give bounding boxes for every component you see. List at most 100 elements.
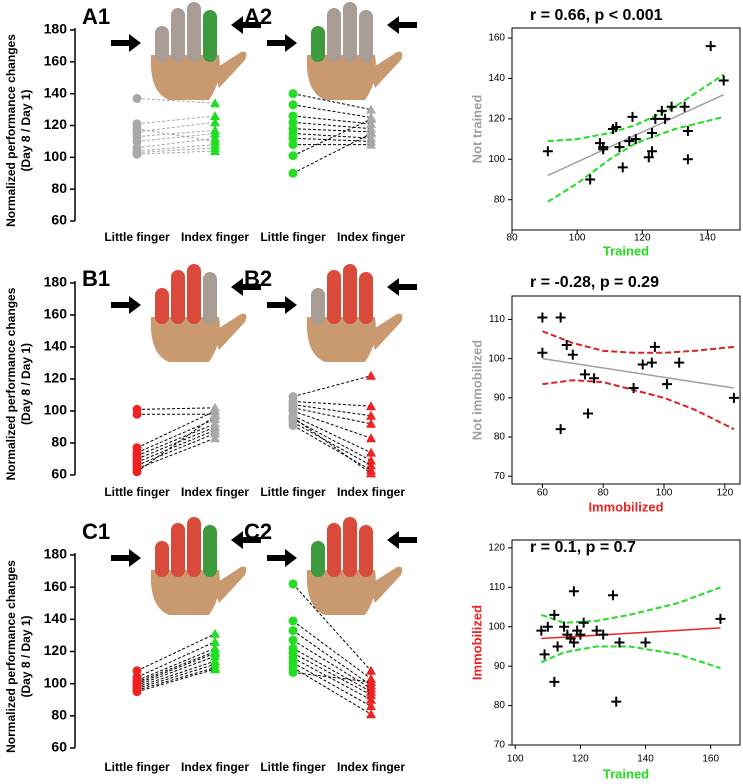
index-finger-point <box>210 128 220 138</box>
pair-link <box>136 150 216 155</box>
y-axis-label: (Day 8 / Day 1) <box>19 89 33 171</box>
little-finger-point <box>288 89 298 99</box>
hand-finger <box>311 288 325 324</box>
data-point <box>537 312 548 323</box>
pair-link <box>136 668 216 693</box>
hand-finger <box>155 288 169 324</box>
stats-annotation: r = 0.66, p < 0.001 <box>530 7 663 24</box>
panel-label: C2 <box>244 519 272 544</box>
index-finger-point <box>366 118 376 128</box>
data-point <box>628 383 639 394</box>
data-point <box>674 357 685 368</box>
data-point <box>568 637 579 648</box>
hand-thumb <box>369 566 403 603</box>
y-tick-label: 60 <box>51 466 67 482</box>
hand-palm <box>150 570 220 615</box>
data-point <box>591 625 602 636</box>
y-tick-label: 100 <box>488 621 505 632</box>
pair-link <box>136 423 216 457</box>
y-tick-label: 180 <box>44 274 68 290</box>
x-axis-label: Trained <box>603 766 649 781</box>
hand-palm <box>306 570 376 615</box>
little-finger-point <box>288 412 298 422</box>
index-finger-point <box>210 428 220 438</box>
arrow-left <box>267 549 297 567</box>
data-point <box>637 359 648 370</box>
pair-link <box>136 137 216 149</box>
x-tick-label: Index finger <box>337 760 405 774</box>
fit-line <box>542 357 735 389</box>
pair-link <box>136 651 216 683</box>
hand-finger <box>343 517 357 577</box>
x-tick-label: Little finger <box>104 485 170 499</box>
data-point <box>583 408 593 419</box>
hand-finger <box>311 26 325 62</box>
y-tick-label: 140 <box>44 610 68 626</box>
x-tick-label: 100 <box>569 233 586 244</box>
y-tick-label: 180 <box>44 21 68 37</box>
little-finger-point <box>288 168 298 178</box>
x-tick-label: 120 <box>634 233 651 244</box>
hand-finger <box>155 26 169 62</box>
y-tick-label: 120 <box>44 116 68 132</box>
data-point <box>552 641 563 652</box>
index-finger-point <box>366 433 376 443</box>
pair-link <box>136 667 216 691</box>
data-point <box>728 392 739 403</box>
data-point <box>536 625 547 636</box>
hand-thumb <box>213 313 247 350</box>
arrow-left <box>111 34 141 52</box>
y-tick-label: 120 <box>488 114 505 125</box>
little-finger-point <box>132 93 142 103</box>
pair-link <box>292 104 372 119</box>
data-point <box>617 162 628 173</box>
data-point <box>647 146 658 157</box>
hand-palm <box>306 55 376 100</box>
stats-annotation: r = 0.1, p = 0.7 <box>530 539 636 556</box>
data-point <box>718 75 729 86</box>
x-tick-label: 140 <box>699 233 716 244</box>
data-point <box>649 341 660 352</box>
data-point <box>537 347 548 358</box>
stats-annotation: r = -0.28, p = 0.29 <box>530 274 659 291</box>
index-finger-point <box>210 410 220 420</box>
index-finger-point <box>366 139 376 149</box>
little-finger-point <box>288 151 298 161</box>
x-axis-label: Immobilized <box>588 499 663 514</box>
data-point <box>611 121 622 132</box>
index-finger-point <box>366 401 376 411</box>
index-finger-point <box>366 677 376 687</box>
index-finger-point <box>210 406 220 415</box>
pair-link <box>292 418 372 462</box>
y-axis-label: Not trained <box>469 95 484 164</box>
hand-finger <box>359 525 373 577</box>
hand-finger <box>343 264 357 324</box>
pair-link <box>292 424 372 471</box>
pair-link <box>136 647 216 681</box>
hand-finger <box>359 10 373 62</box>
x-tick-label: Little finger <box>260 230 326 244</box>
arrow-right <box>387 278 417 296</box>
hand-thumb <box>369 313 403 350</box>
data-point <box>666 101 677 112</box>
data-point <box>549 676 560 687</box>
y-tick-label: 180 <box>44 546 68 562</box>
confidence-band <box>540 645 721 670</box>
hand-finger <box>327 270 341 324</box>
plot-frame <box>511 295 741 485</box>
little-finger-point <box>288 667 298 677</box>
pair-link <box>136 144 216 152</box>
hand-finger <box>171 8 185 62</box>
data-point <box>555 424 566 435</box>
plot-frame <box>511 27 741 231</box>
pair-link <box>292 620 372 680</box>
pair-link <box>136 147 216 154</box>
hand-finger <box>203 10 217 62</box>
index-finger-point <box>210 628 220 638</box>
y-tick-label: 120 <box>44 370 68 386</box>
pair-link <box>136 633 216 672</box>
pair-link <box>136 437 216 470</box>
data-point <box>646 357 657 368</box>
hand-thumb <box>213 51 247 88</box>
y-tick-label: 100 <box>488 154 505 165</box>
